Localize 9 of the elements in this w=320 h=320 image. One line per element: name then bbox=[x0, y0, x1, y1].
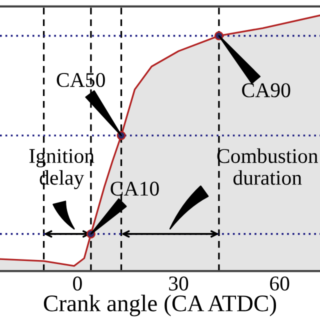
annotation: Combustion duration bbox=[217, 148, 318, 185]
x-tick-label: 60 bbox=[270, 276, 290, 291]
annotation: CA50 bbox=[56, 72, 105, 88]
annotation: CA10 bbox=[110, 182, 159, 196]
x-axis-title: Crank angle (CA ATDC) bbox=[44, 294, 276, 316]
x-tick-label: 30 bbox=[169, 276, 188, 291]
annotation: Ignition delay bbox=[29, 149, 94, 190]
annotation: CA90 bbox=[242, 83, 290, 98]
x-tick-label: 0 bbox=[73, 276, 82, 291]
